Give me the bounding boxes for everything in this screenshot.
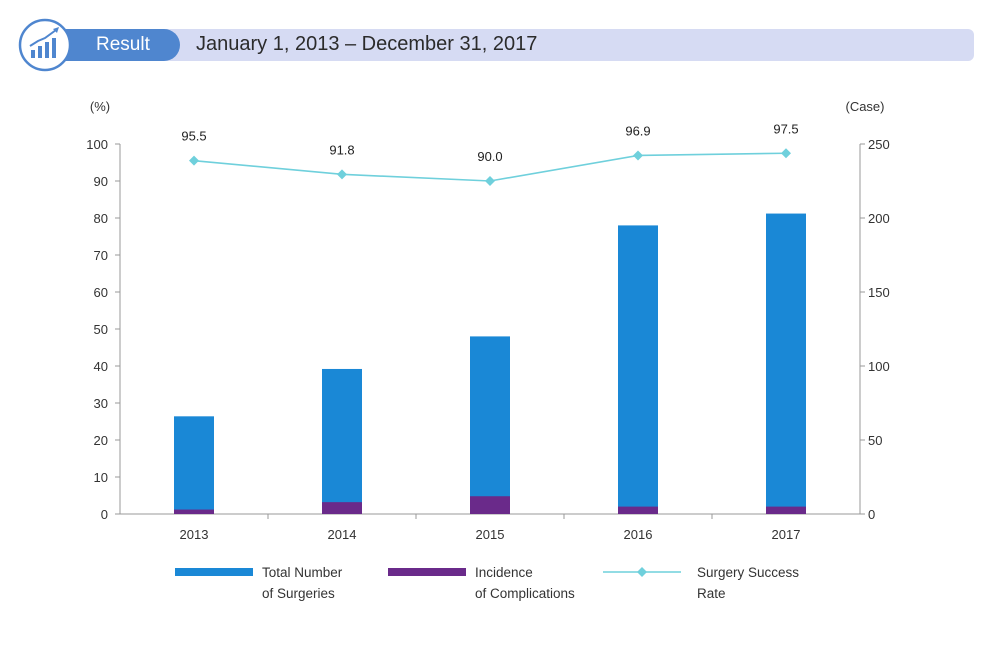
success-rate-data-label: 90.0 bbox=[477, 149, 502, 164]
legend-line-marker bbox=[637, 567, 647, 577]
bar-total-surgeries bbox=[618, 225, 658, 514]
legend-label: Total Number bbox=[262, 565, 343, 580]
left-axis-tick-label: 50 bbox=[94, 322, 108, 337]
bar-total-surgeries bbox=[174, 416, 214, 514]
x-axis-tick-label: 2016 bbox=[624, 527, 653, 542]
left-axis-tick-label: 20 bbox=[94, 433, 108, 448]
left-axis-tick-label: 0 bbox=[101, 507, 108, 522]
bar-complications bbox=[470, 496, 510, 514]
right-axis-tick-label: 200 bbox=[868, 211, 890, 226]
legend-label: Incidence bbox=[475, 565, 533, 580]
left-axis-tick-label: 80 bbox=[94, 211, 108, 226]
axes: 0 10 20 30 40 50 60 70 80 90 100 (%) 0 50 100 150 200 250… bbox=[86, 99, 889, 542]
bars bbox=[174, 213, 806, 514]
right-axis-tick-label: 150 bbox=[868, 285, 890, 300]
legend-swatch-1 bbox=[388, 568, 466, 576]
success-rate-line: 95.5 91.8 90.0 96.9 97.5 bbox=[181, 121, 799, 186]
x-axis-tick-label: 2014 bbox=[328, 527, 357, 542]
x-axis-tick-label: 2013 bbox=[180, 527, 209, 542]
legend: Total Number of Surgeries Incidence of Comp… bbox=[175, 565, 799, 601]
bar-complications bbox=[618, 506, 658, 514]
legend-swatch-0 bbox=[175, 568, 253, 576]
success-rate-data-label: 91.8 bbox=[329, 142, 354, 157]
right-axis-unit-label: (Case) bbox=[845, 99, 884, 114]
left-axis-tick-label: 90 bbox=[94, 174, 108, 189]
bar-complications bbox=[174, 509, 214, 514]
success-rate-marker bbox=[337, 169, 347, 180]
bar-complications bbox=[766, 506, 806, 514]
success-rate-data-label: 96.9 bbox=[625, 123, 650, 138]
growth-chart-icon bbox=[18, 18, 72, 72]
header-band bbox=[60, 29, 974, 61]
left-axis-tick-label: 70 bbox=[94, 248, 108, 263]
left-axis-unit-label: (%) bbox=[90, 99, 110, 114]
bar-total-surgeries bbox=[470, 336, 510, 514]
bar-total-surgeries bbox=[322, 368, 362, 514]
left-axis-tick-label: 30 bbox=[94, 396, 108, 411]
success-rate-marker bbox=[633, 150, 643, 161]
result-label: Result bbox=[96, 34, 150, 55]
legend-label: of Surgeries bbox=[262, 586, 335, 601]
success-rate-marker bbox=[781, 148, 791, 159]
left-axis-tick-label: 60 bbox=[94, 285, 108, 300]
success-rate-marker bbox=[189, 155, 199, 166]
bar-total-surgeries bbox=[766, 213, 806, 514]
chart-header: Result January 1, 2013 – December 31, 20… bbox=[0, 0, 1000, 80]
left-axis-tick-label: 40 bbox=[94, 359, 108, 374]
success-rate-data-label: 95.5 bbox=[181, 129, 206, 144]
right-axis-tick-label: 50 bbox=[868, 433, 882, 448]
x-axis-tick-label: 2015 bbox=[476, 527, 505, 542]
legend-label: Rate bbox=[697, 586, 726, 601]
right-axis-tick-label: 0 bbox=[868, 507, 875, 522]
result-tab bbox=[60, 29, 180, 61]
legend-label: of Complications bbox=[475, 586, 575, 601]
right-axis-tick-label: 100 bbox=[868, 359, 890, 374]
x-axis-tick-label: 2017 bbox=[772, 527, 801, 542]
date-range: January 1, 2013 – December 31, 2017 bbox=[196, 33, 538, 55]
bar-complications bbox=[322, 502, 362, 514]
left-axis-tick-label: 100 bbox=[86, 137, 108, 152]
success-rate-marker bbox=[485, 176, 495, 186]
legend-label: Surgery Success bbox=[697, 565, 799, 580]
right-axis-tick-label: 250 bbox=[868, 137, 890, 152]
success-rate-data-label: 97.5 bbox=[773, 121, 798, 136]
left-axis-tick-label: 10 bbox=[94, 470, 108, 485]
